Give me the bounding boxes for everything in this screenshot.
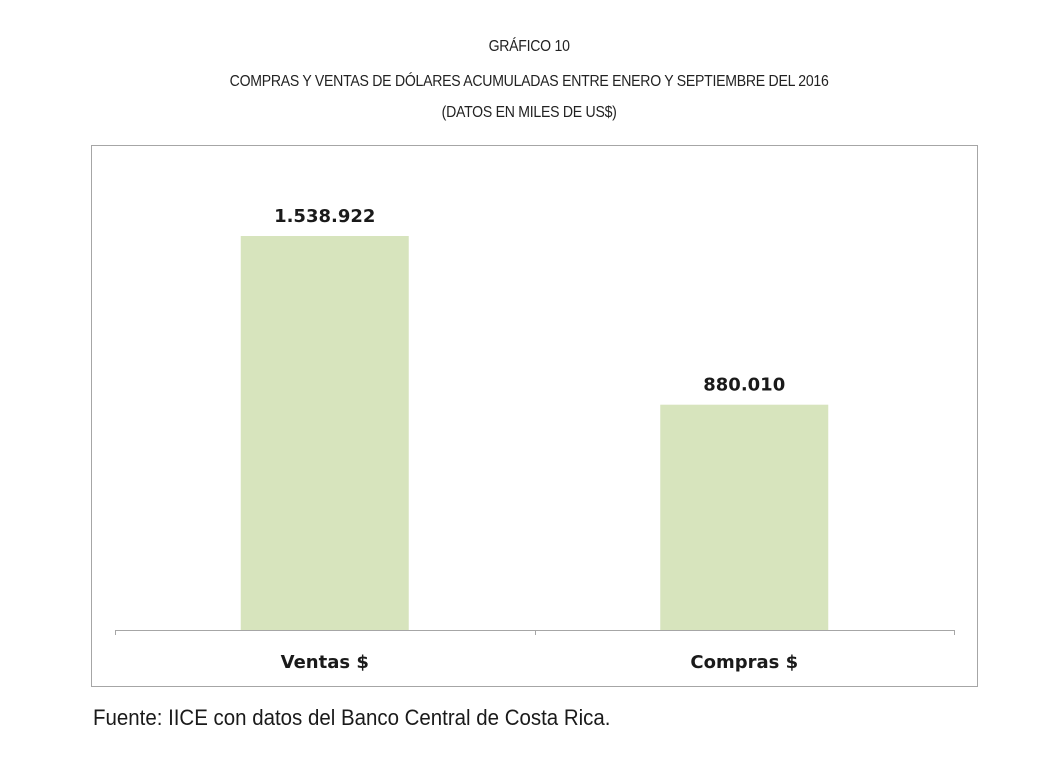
chart-title: COMPRAS Y VENTAS DE DÓLARES ACUMULADAS E… bbox=[229, 73, 829, 90]
source-note: Fuente: IICE con datos del Banco Central… bbox=[93, 705, 611, 730]
chart-label: GRÁFICO 10 bbox=[488, 38, 570, 55]
bar bbox=[240, 236, 409, 630]
bar-value-label: 1.538.922 bbox=[274, 206, 375, 227]
bar-value-label: 880.010 bbox=[703, 375, 785, 396]
bar bbox=[660, 404, 829, 630]
category-label: Compras $ bbox=[690, 652, 798, 673]
chart-area bbox=[91, 145, 978, 687]
chart-subtitle: (DATOS EN MILES DE US$) bbox=[441, 104, 617, 121]
category-label: Ventas $ bbox=[281, 652, 369, 673]
bar-chart: 1.538.922 Ventas $ 880.010 Compras $ bbox=[115, 206, 955, 673]
